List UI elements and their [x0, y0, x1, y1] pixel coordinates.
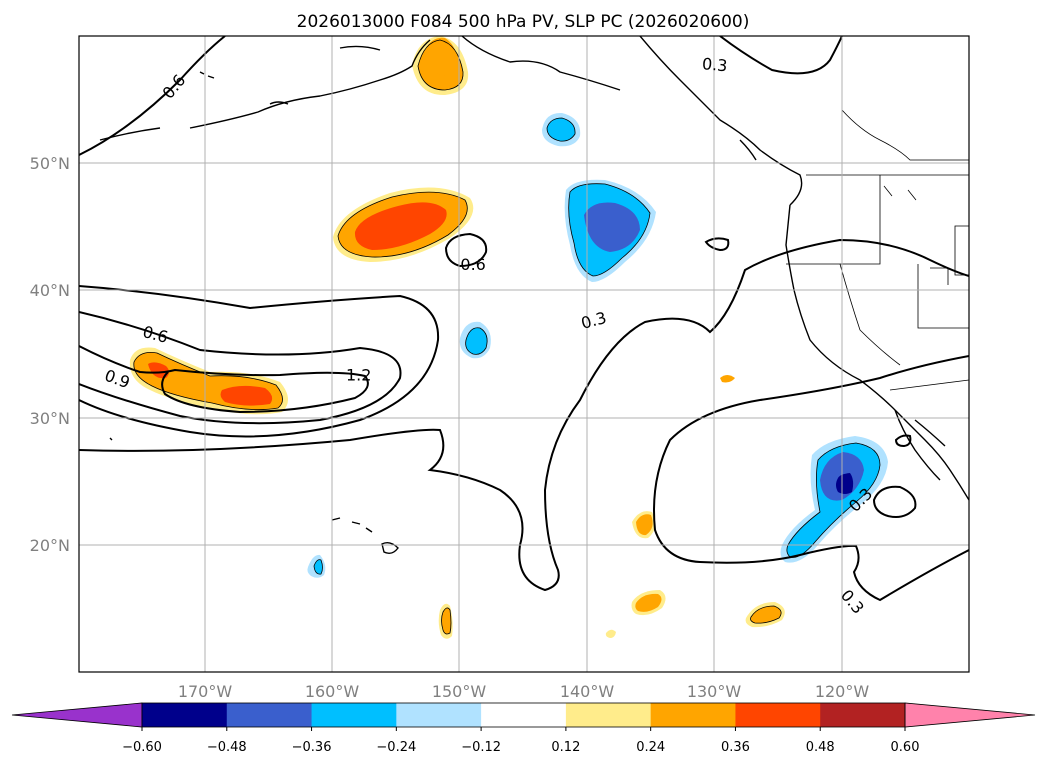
political-borders [786, 36, 969, 391]
contour-label: 1.2 [346, 366, 371, 385]
colorbar-tick-label: 0.12 [551, 740, 580, 755]
lat-label-50n: 50°N [30, 154, 70, 173]
colorbar-segment [735, 703, 821, 727]
colorbar-tick-label: −0.60 [122, 740, 162, 755]
map-plot-area [79, 36, 969, 672]
colorbar-tick-label: 0.60 [891, 740, 920, 755]
longitude-labels: 170°W 160°W 150°W 140°W 130°W 120°W [178, 682, 870, 701]
colorbar-tick-label: −0.12 [461, 740, 501, 755]
lat-label-20n: 20°N [30, 536, 70, 555]
colorbar-tick-label: −0.48 [207, 740, 247, 755]
colorbar-segment [396, 703, 482, 727]
colorbar-extend-low [11, 702, 143, 728]
coastlines [99, 36, 969, 555]
pv-positive-anomaly-alaska [412, 36, 469, 96]
gridlines [79, 36, 969, 672]
plot-title: 2026013000 F084 500 hPa PV, SLP PC (2026… [297, 12, 750, 32]
contour-labels: 0.60.30.60.60.9 1.20.30.30.3 [102, 54, 876, 617]
map-frame [78, 35, 970, 673]
latitude-labels: 50°N 40°N 30°N 20°N [30, 154, 70, 555]
lat-label-30n: 30°N [30, 409, 70, 428]
colorbar-segment [311, 703, 397, 727]
colorbar-segment [650, 703, 736, 727]
colorbar-tick-label: −0.36 [292, 740, 332, 755]
colorbar: −0.60 −0.48 −0.36 −0.24 −0.12 0.12 0.24 0.36 0.4… [11, 702, 1036, 755]
colorbar-segment [481, 703, 567, 727]
lon-label-150w: 150°W [432, 682, 487, 701]
lon-label-160w: 160°W [305, 682, 360, 701]
colorbar-tick-label: 0.36 [721, 740, 750, 755]
colorbar-segment [820, 703, 906, 727]
slp-contours [79, 36, 969, 602]
lon-label-170w: 170°W [178, 682, 233, 701]
colorbar-tick-label: 0.48 [806, 740, 835, 755]
pv-negative-anomaly-baja [780, 436, 888, 563]
lon-label-130w: 130°W [687, 682, 742, 701]
contour-label: 0.3 [701, 54, 728, 75]
lat-label-40n: 40°N [30, 281, 70, 300]
colorbar-tick-label: −0.24 [376, 740, 416, 755]
pv-positive-anomaly-south-small [438, 375, 785, 639]
lon-label-120w: 120°W [815, 682, 870, 701]
colorbar-extend-high [904, 702, 1036, 728]
colorbar-segment [226, 703, 313, 727]
contour-label: 0.6 [460, 255, 485, 274]
pv-positive-anomaly-central-pacific [129, 347, 289, 415]
lon-label-140w: 140°W [560, 682, 615, 701]
colorbar-segment [142, 703, 228, 727]
colorbar-outline [141, 702, 906, 728]
colorbar-tick-label: 0.24 [636, 740, 665, 755]
colorbar-segment [565, 703, 652, 727]
